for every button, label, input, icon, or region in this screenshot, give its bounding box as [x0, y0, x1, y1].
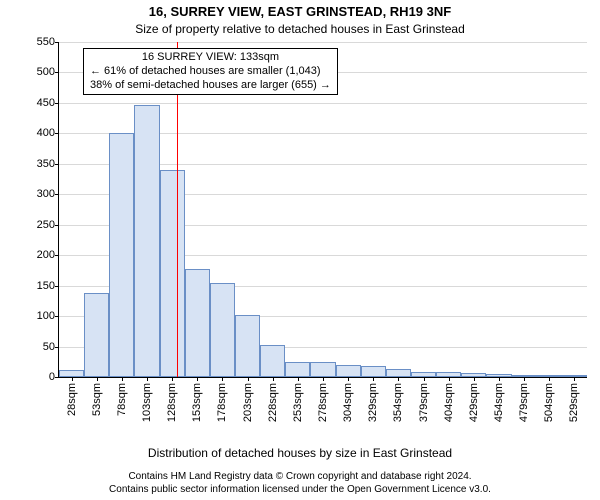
chart-subtitle: Size of property relative to detached ho… — [0, 22, 600, 36]
histogram-bar — [386, 369, 411, 377]
x-tick — [524, 377, 525, 381]
y-tick-label: 450 — [37, 97, 59, 109]
x-tick-label: 103sqm — [141, 383, 153, 422]
y-tick-label: 350 — [37, 158, 59, 170]
y-tick-label: 250 — [37, 219, 59, 231]
x-tick — [273, 377, 274, 381]
x-tick — [72, 377, 73, 381]
histogram-bar — [134, 105, 159, 377]
annotation-box: 16 SURREY VIEW: 133sqm← 61% of detached … — [83, 48, 338, 95]
annotation-line: ← 61% of detached houses are smaller (1,… — [90, 65, 331, 79]
histogram-bar — [336, 365, 361, 377]
y-tick-label: 550 — [37, 36, 59, 48]
y-tick-label: 50 — [43, 341, 59, 353]
x-tick — [122, 377, 123, 381]
x-tick-label: 178sqm — [216, 383, 228, 422]
x-tick — [424, 377, 425, 381]
y-tick-label: 100 — [37, 310, 59, 322]
gridline — [59, 103, 587, 104]
x-tick — [323, 377, 324, 381]
x-tick-label: 78sqm — [116, 383, 128, 416]
histogram-bar — [84, 293, 109, 377]
histogram-bar — [285, 362, 310, 377]
x-tick — [574, 377, 575, 381]
x-tick — [499, 377, 500, 381]
y-tick-label: 400 — [37, 127, 59, 139]
y-tick-label: 150 — [37, 280, 59, 292]
histogram-bar — [109, 133, 134, 377]
x-axis-label: Distribution of detached houses by size … — [0, 446, 600, 460]
histogram-bar — [185, 269, 210, 377]
chart-title: 16, SURREY VIEW, EAST GRINSTEAD, RH19 3N… — [0, 4, 600, 19]
histogram-bar — [260, 345, 285, 377]
footer-line-2: Contains public sector information licen… — [0, 484, 600, 497]
footer-line-1: Contains HM Land Registry data © Crown c… — [0, 471, 600, 484]
x-tick-label: 379sqm — [418, 383, 430, 422]
x-tick-label: 329sqm — [367, 383, 379, 422]
x-tick-label: 228sqm — [267, 383, 279, 422]
y-tick-label: 300 — [37, 188, 59, 200]
histogram-bar — [361, 366, 386, 377]
histogram-bar — [210, 283, 235, 377]
x-tick-label: 128sqm — [166, 383, 178, 422]
x-tick-label: 429sqm — [468, 383, 480, 422]
x-tick — [549, 377, 550, 381]
annotation-line: 38% of semi-detached houses are larger (… — [90, 79, 331, 93]
x-tick — [449, 377, 450, 381]
annotation-line: 16 SURREY VIEW: 133sqm — [90, 51, 331, 65]
x-tick-label: 28sqm — [66, 383, 78, 416]
x-tick — [97, 377, 98, 381]
y-tick-label: 200 — [37, 249, 59, 261]
plot-area: 05010015020025030035040045050055028sqm53… — [58, 42, 587, 378]
x-tick — [248, 377, 249, 381]
x-tick — [147, 377, 148, 381]
gridline — [59, 42, 587, 43]
x-tick — [398, 377, 399, 381]
histogram-chart: 16, SURREY VIEW, EAST GRINSTEAD, RH19 3N… — [0, 0, 600, 500]
x-tick-label: 479sqm — [518, 383, 530, 422]
x-tick-label: 529sqm — [568, 383, 580, 422]
x-tick-label: 203sqm — [242, 383, 254, 422]
x-tick-label: 354sqm — [392, 383, 404, 422]
x-tick — [172, 377, 173, 381]
y-tick-label: 500 — [37, 66, 59, 78]
x-tick — [197, 377, 198, 381]
x-tick-label: 53sqm — [91, 383, 103, 416]
x-tick-label: 153sqm — [191, 383, 203, 422]
x-tick-label: 454sqm — [493, 383, 505, 422]
x-tick — [348, 377, 349, 381]
x-tick-label: 278sqm — [317, 383, 329, 422]
x-tick — [474, 377, 475, 381]
x-tick — [298, 377, 299, 381]
histogram-bar — [59, 370, 84, 377]
y-tick-label: 0 — [49, 371, 59, 383]
histogram-bar — [160, 170, 185, 377]
x-tick-label: 404sqm — [443, 383, 455, 422]
x-tick — [373, 377, 374, 381]
x-tick-label: 304sqm — [342, 383, 354, 422]
x-tick — [222, 377, 223, 381]
chart-footer: Contains HM Land Registry data © Crown c… — [0, 471, 600, 496]
histogram-bar — [310, 362, 335, 377]
x-tick-label: 504sqm — [543, 383, 555, 422]
x-tick-label: 253sqm — [292, 383, 304, 422]
histogram-bar — [235, 315, 260, 377]
